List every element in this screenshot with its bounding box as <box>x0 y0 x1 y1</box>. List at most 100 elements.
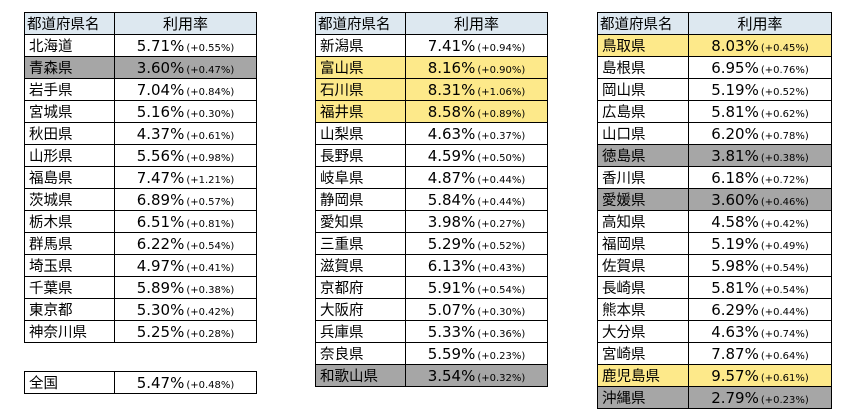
rate-cell: 5.19% (+0.52%) <box>688 78 832 101</box>
table-row: 北海道 5.71% (+0.55%) <box>24 34 257 57</box>
rate-cell: 7.41% (+0.94%) <box>405 34 548 57</box>
table-row: 沖縄県 2.79% (+0.23%) <box>597 386 832 409</box>
rate-delta: (+0.42%) <box>760 218 809 230</box>
rate-value: 5.91% <box>427 278 476 297</box>
rate-delta: (+0.47%) <box>186 64 235 76</box>
table-row: 岐阜県 4.87% (+0.44%) <box>315 166 548 189</box>
rate-value: 6.20% <box>711 124 759 143</box>
rate-delta: (+0.38%) <box>760 152 809 164</box>
table-row: 岩手県 7.04% (+0.84%) <box>24 78 257 101</box>
table-row: 茨城県 6.89% (+0.57%) <box>24 188 257 211</box>
rate-value: 7.04% <box>136 80 185 99</box>
rate-value: 5.98% <box>711 256 759 275</box>
rate-cell: 5.19% (+0.49%) <box>688 232 832 255</box>
table-row: 福井県 8.58% (+0.89%) <box>315 100 548 123</box>
rate-value: 6.18% <box>711 168 759 187</box>
rate-value: 8.16% <box>427 58 476 77</box>
rate-value: 8.31% <box>427 80 476 99</box>
header-prefecture: 都道府県名 <box>597 12 689 35</box>
rate-delta: (+0.61%) <box>760 372 809 384</box>
rate-value: 4.59% <box>427 146 476 165</box>
rate-cell: 5.71% (+0.55%) <box>114 34 257 57</box>
prefecture-name: 群馬県 <box>24 232 115 255</box>
rate-cell: 6.20% (+0.78%) <box>688 122 832 145</box>
rate-cell: 6.89% (+0.57%) <box>114 188 257 211</box>
rate-delta: (+1.21%) <box>186 174 235 186</box>
header-rate: 利用率 <box>405 12 548 35</box>
prefecture-name: 京都府 <box>315 276 406 299</box>
prefecture-name: 富山県 <box>315 56 406 79</box>
prefecture-name: 北海道 <box>24 34 115 57</box>
table-row: 鹿児島県 9.57% (+0.61%) <box>597 364 832 387</box>
rate-value: 6.13% <box>427 256 476 275</box>
rate-value: 9.57% <box>711 366 759 385</box>
rate-delta: (+0.57%) <box>186 196 235 208</box>
table-row: 富山県 8.16% (+0.90%) <box>315 56 548 79</box>
rate-cell: 5.16% (+0.30%) <box>114 100 257 123</box>
rate-delta: (+0.54%) <box>186 240 235 252</box>
rate-cell: 5.07% (+0.30%) <box>405 298 548 321</box>
rate-cell: 3.54% (+0.32%) <box>405 364 548 387</box>
prefecture-name: 山口県 <box>597 122 689 145</box>
rate-delta: (+0.42%) <box>186 306 235 318</box>
prefecture-name: 沖縄県 <box>597 386 689 409</box>
table-row: 岡山県 5.19% (+0.52%) <box>597 78 832 101</box>
rate-delta: (+0.94%) <box>477 42 526 54</box>
rate-delta: (+0.54%) <box>760 262 809 274</box>
rate-cell: 6.95% (+0.76%) <box>688 56 832 79</box>
national-total-table: 全国 5.47% (+0.48%) <box>24 371 257 394</box>
table-row: 香川県 6.18% (+0.72%) <box>597 166 832 189</box>
prefecture-name: 香川県 <box>597 166 689 189</box>
table-row: 東京都 5.30% (+0.42%) <box>24 298 257 321</box>
rate-delta: (+0.81%) <box>186 218 235 230</box>
rate-value: 6.22% <box>136 234 185 253</box>
national-rate-cell: 5.47% (+0.48%) <box>114 371 257 394</box>
rate-delta: (+0.23%) <box>477 350 526 362</box>
table-row: 山梨県 4.63% (+0.37%) <box>315 122 548 145</box>
rate-value: 6.95% <box>711 58 759 77</box>
rate-cell: 8.58% (+0.89%) <box>405 100 548 123</box>
rate-value: 7.47% <box>136 168 185 187</box>
rate-cell: 6.18% (+0.72%) <box>688 166 832 189</box>
prefecture-name: 三重県 <box>315 232 406 255</box>
rate-delta: (+0.27%) <box>477 218 526 230</box>
rate-value: 6.29% <box>711 300 759 319</box>
rate-cell: 5.30% (+0.42%) <box>114 298 257 321</box>
rate-delta: (+0.38%) <box>186 284 235 296</box>
prefecture-name: 滋賀県 <box>315 254 406 277</box>
rate-cell: 5.98% (+0.54%) <box>688 254 832 277</box>
rate-delta: (+0.54%) <box>760 284 809 296</box>
rate-delta: (+0.64%) <box>760 350 809 362</box>
prefecture-name: 宮城県 <box>24 100 115 123</box>
table-row: 静岡県 5.84% (+0.44%) <box>315 188 548 211</box>
table-row: 大分県 4.63% (+0.74%) <box>597 320 832 343</box>
national-row: 全国 5.47% (+0.48%) <box>24 371 257 394</box>
rate-delta: (+0.45%) <box>760 42 809 54</box>
rate-cell: 3.60% (+0.46%) <box>688 188 832 211</box>
rate-cell: 4.37% (+0.61%) <box>114 122 257 145</box>
rate-cell: 2.79% (+0.23%) <box>688 386 832 409</box>
prefecture-name: 愛知県 <box>315 210 406 233</box>
rate-cell: 8.16% (+0.90%) <box>405 56 548 79</box>
rate-cell: 4.58% (+0.42%) <box>688 210 832 233</box>
rate-value: 4.63% <box>711 322 759 341</box>
rate-cell: 6.13% (+0.43%) <box>405 254 548 277</box>
rate-value: 2.79% <box>711 388 759 407</box>
prefecture-name: 大阪府 <box>315 298 406 321</box>
table-row: 愛媛県 3.60% (+0.46%) <box>597 188 832 211</box>
rate-delta: (+0.50%) <box>477 152 526 164</box>
rate-delta: (+0.30%) <box>186 108 235 120</box>
rate-cell: 4.59% (+0.50%) <box>405 144 548 167</box>
rate-cell: 3.81% (+0.38%) <box>688 144 832 167</box>
rate-cell: 5.33% (+0.36%) <box>405 320 548 343</box>
table-header-row: 都道府県名 利用率 <box>597 12 832 35</box>
prefecture-name: 青森県 <box>24 56 115 79</box>
prefecture-name: 熊本県 <box>597 298 689 321</box>
rate-delta: (+0.78%) <box>760 130 809 142</box>
rate-delta: (+0.90%) <box>477 64 526 76</box>
rate-cell: 3.60% (+0.47%) <box>114 56 257 79</box>
prefecture-name: 静岡県 <box>315 188 406 211</box>
table-row: 埼玉県 4.97% (+0.41%) <box>24 254 257 277</box>
prefecture-name: 宮崎県 <box>597 342 689 365</box>
table-row: 和歌山県 3.54% (+0.32%) <box>315 364 548 387</box>
